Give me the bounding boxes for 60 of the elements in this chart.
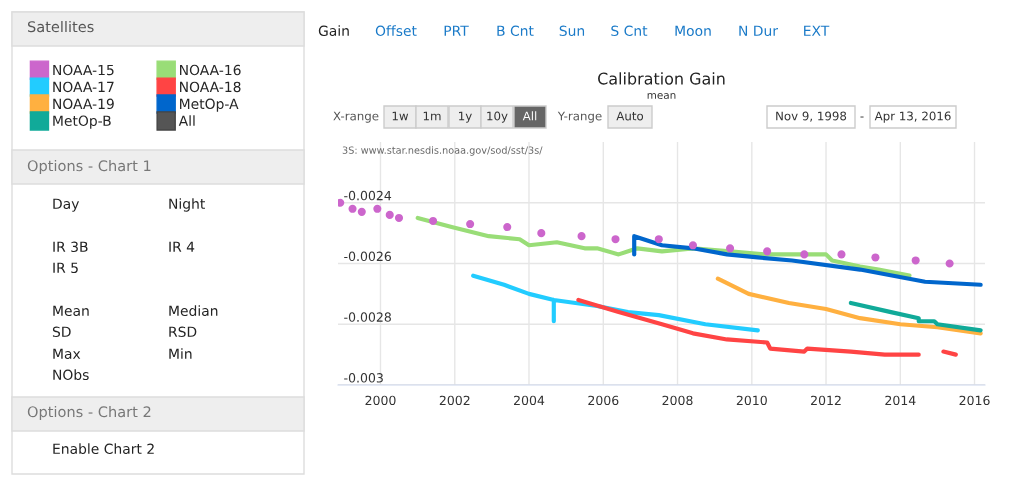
- x-tick-label: 2016: [959, 395, 990, 406]
- legend-label: NOAA-17: [53, 81, 114, 93]
- text: RSD: [169, 326, 197, 338]
- x-tick-label: 2004: [514, 395, 545, 406]
- legend-label: NOAA-18: [180, 81, 241, 93]
- text: SD: [52, 326, 71, 338]
- y-tick-label: -0.003: [344, 373, 383, 383]
- text: Median: [169, 305, 218, 317]
- text: Satellites: [27, 20, 94, 33]
- text: Night: [169, 198, 205, 212]
- text: Max: [53, 348, 81, 360]
- text: S Cnt: [611, 25, 648, 37]
- text: 10y: [487, 111, 508, 123]
- x-tick-label: 2006: [588, 395, 619, 406]
- text: Options - Chart 1: [27, 159, 151, 175]
- legend-label: MetOp-B: [53, 115, 111, 129]
- text: 1w: [392, 111, 409, 121]
- text: 1m: [423, 111, 441, 121]
- x-tick-label: 2000: [365, 395, 396, 406]
- legend-label: All: [178, 115, 195, 126]
- y-tick-label: -0.0026: [344, 251, 392, 262]
- x-tick-label: 2002: [439, 395, 470, 406]
- text: Apr 13, 2016: [874, 111, 951, 123]
- y-tick-label: -0.0028: [344, 312, 391, 322]
- text: IR 3B: [53, 241, 88, 253]
- text: NObs: [53, 369, 89, 381]
- text: Min: [169, 348, 192, 359]
- x-tick-label: 2008: [662, 395, 693, 406]
- x-tick-label: 2014: [885, 395, 916, 406]
- legend-label: NOAA-19: [53, 98, 114, 110]
- annotation: 3S: www.star.nesdis.noaa.gov/sod/sst/3s/: [342, 146, 543, 156]
- text: B Cnt: [497, 25, 534, 37]
- text: Auto: [616, 111, 644, 121]
- text: Enable Chart 2: [53, 443, 154, 455]
- text: All: [522, 111, 537, 121]
- text: Y-range: [557, 111, 602, 123]
- text: Offset: [375, 25, 417, 37]
- x-tick-label: 2010: [736, 395, 767, 406]
- text: PRT: [444, 25, 469, 36]
- text: Mean: [53, 305, 89, 317]
- chart-subtitle: mean: [647, 93, 676, 100]
- text: -: [860, 116, 864, 118]
- text: Gain: [318, 25, 349, 37]
- chart-title: Calibration Gain: [598, 72, 725, 85]
- text: N Dur: [739, 25, 779, 37]
- x-tick-label: 2012: [811, 395, 841, 406]
- legend-label: MetOp-A: [180, 98, 239, 112]
- text: EXT: [804, 25, 830, 36]
- text: IR 5: [53, 262, 78, 274]
- text: 1y: [459, 111, 472, 123]
- text: Sun: [559, 25, 585, 37]
- text: Day: [53, 198, 80, 212]
- text: Options - Chart 2: [27, 405, 151, 421]
- legend-label: NOAA-16: [180, 64, 241, 76]
- y-tick-label: -0.0024: [344, 190, 392, 201]
- text: Moon: [675, 25, 711, 37]
- text: X-range: [333, 111, 379, 123]
- legend-label: NOAA-15: [53, 64, 114, 76]
- text: Nov 9, 1998: [776, 111, 847, 122]
- text: IR 4: [169, 241, 195, 252]
